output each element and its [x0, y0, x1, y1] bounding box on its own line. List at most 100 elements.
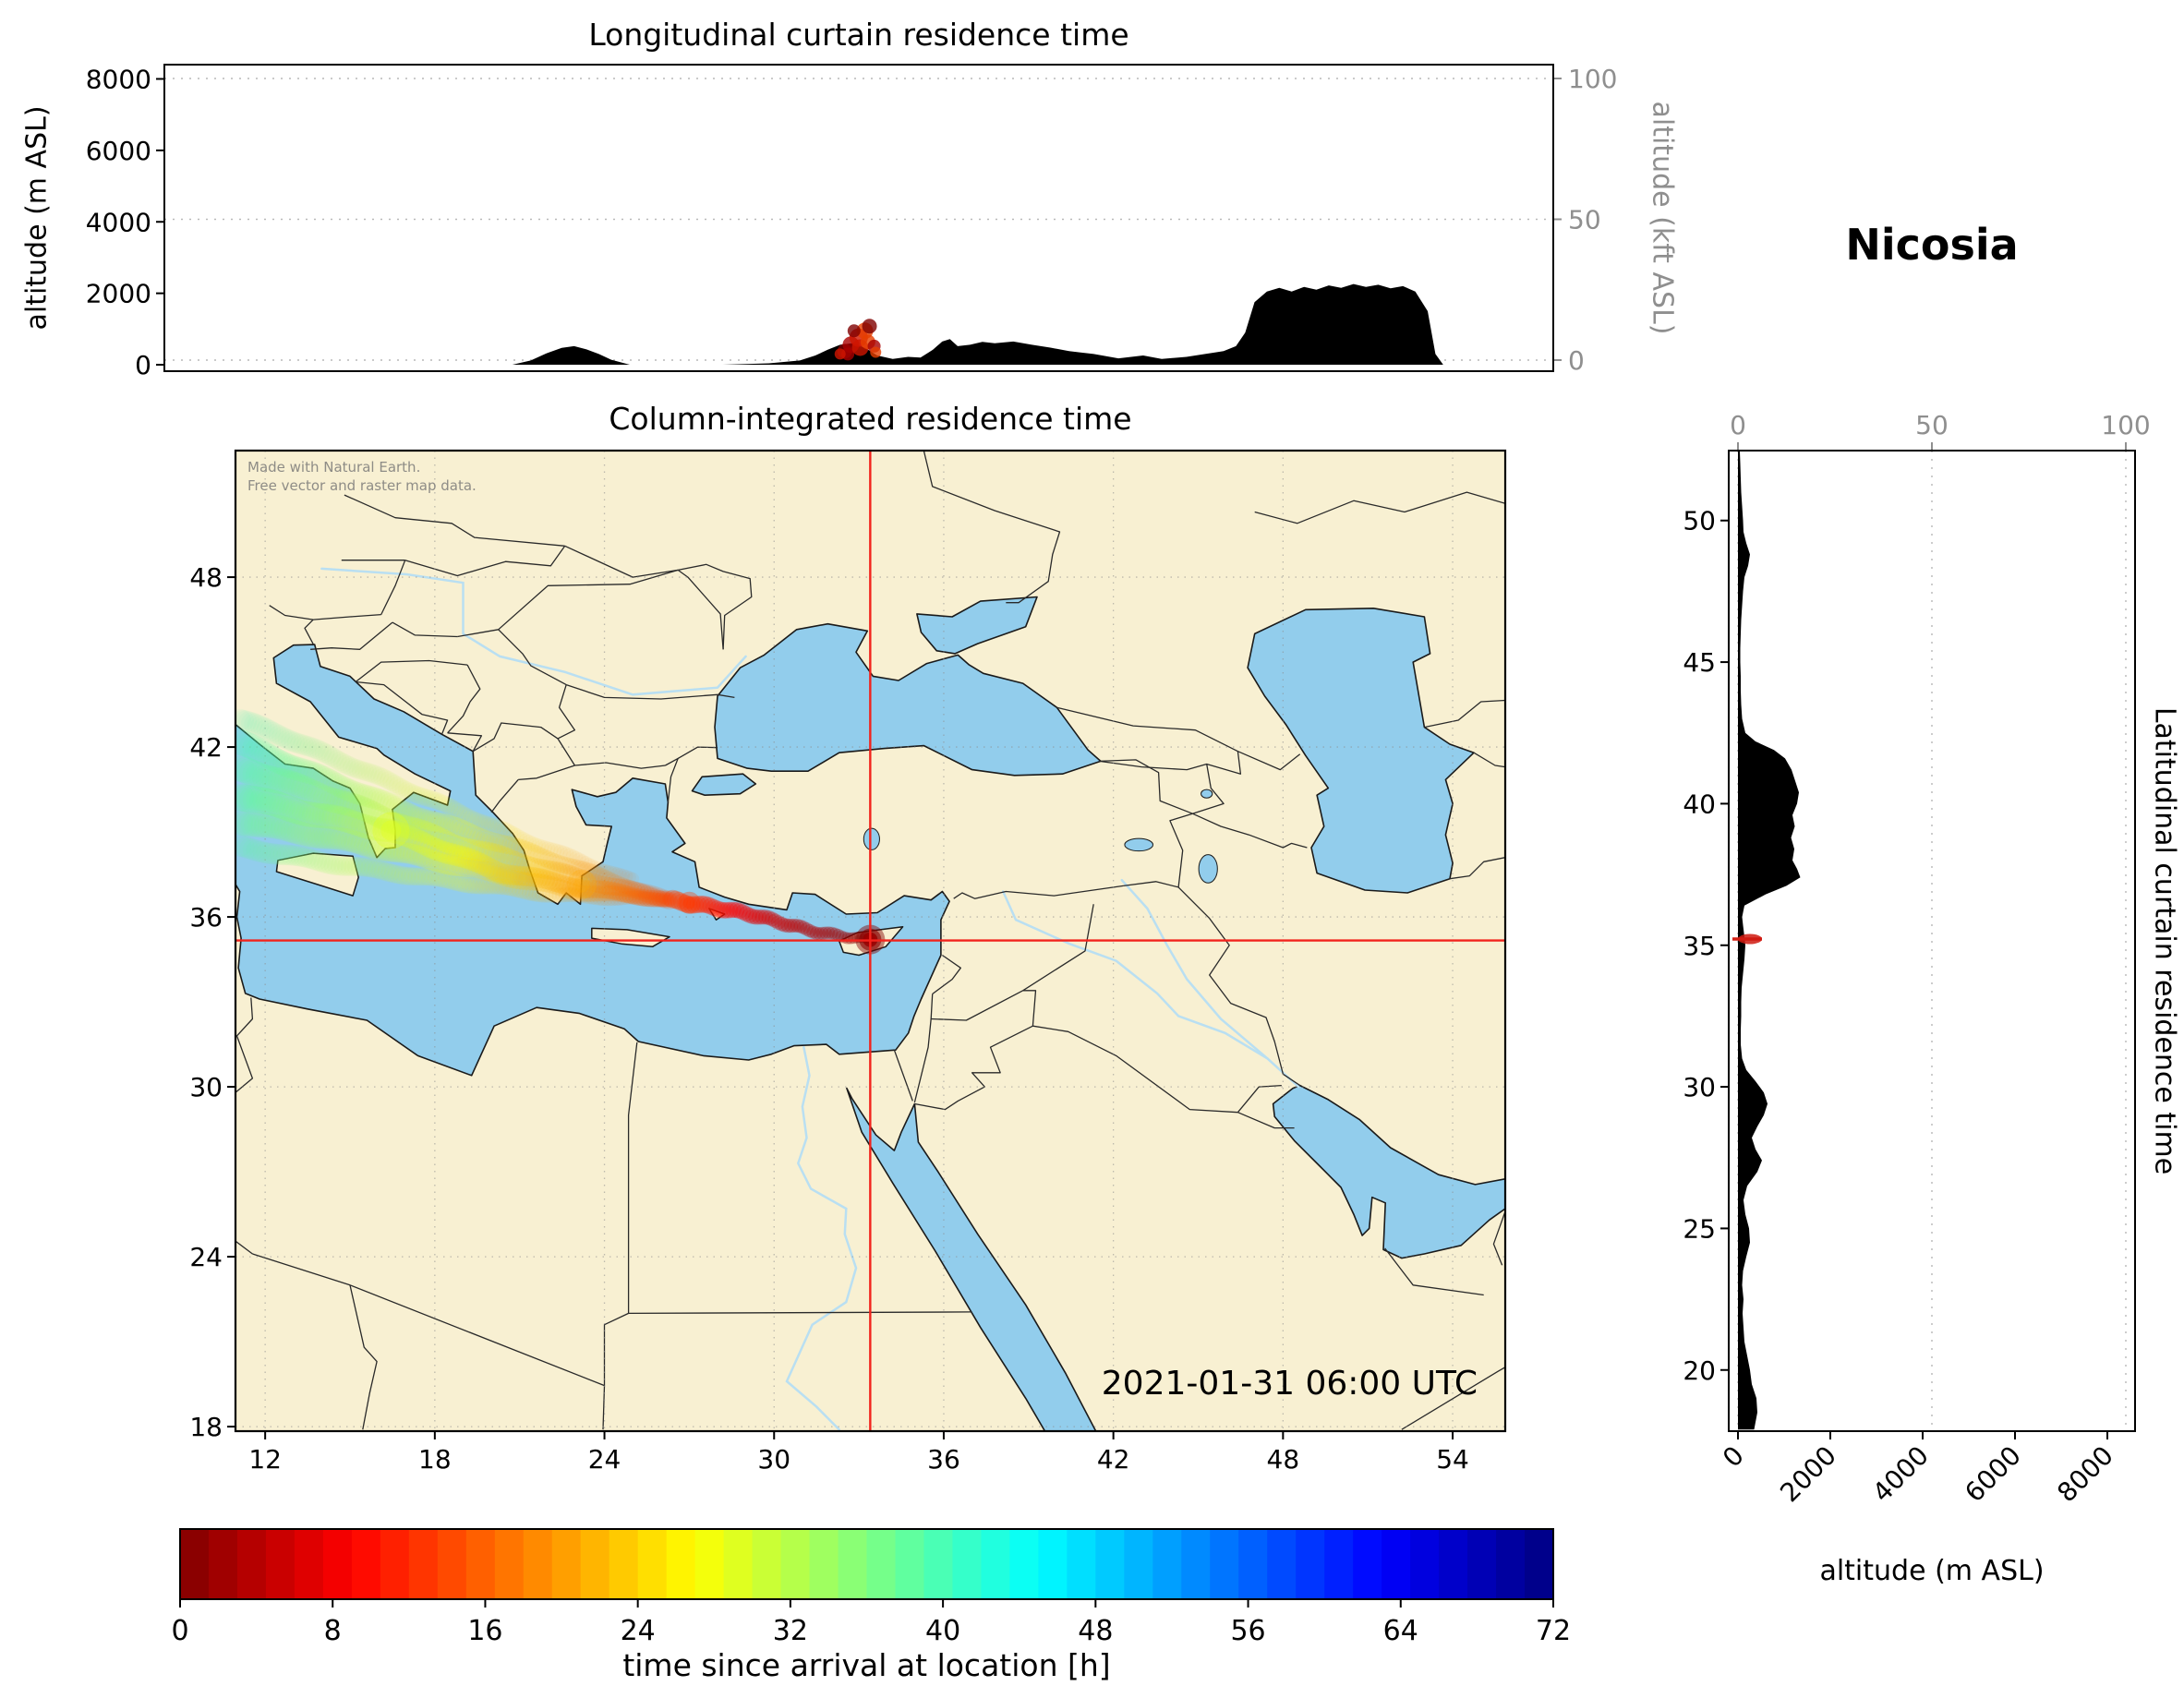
latitudinal-xlabel: altitude (m ASL)	[1819, 1555, 2045, 1587]
tick-label: 18	[418, 1444, 452, 1475]
tick-label: 64	[1383, 1615, 1418, 1647]
country-border	[472, 722, 559, 753]
tick-label: 0	[171, 1615, 188, 1647]
tick-label: 24	[621, 1615, 656, 1647]
sea-polygon	[916, 596, 1038, 655]
tick-label: 18	[189, 1412, 223, 1442]
country-border	[1401, 1367, 1505, 1430]
country-border	[923, 451, 1061, 604]
tick-label: 45	[1683, 647, 1716, 678]
sea-polygon	[235, 644, 950, 1077]
tick-label: 50	[1683, 506, 1716, 536]
tick-label: 24	[189, 1242, 223, 1272]
country-border	[1032, 1025, 1238, 1114]
country-border	[235, 997, 254, 1093]
country-border	[392, 621, 458, 638]
country-border	[1022, 904, 1094, 992]
country-border	[1384, 1247, 1484, 1296]
map-attribution-line2: Free vector and raster map data.	[247, 477, 477, 494]
tick-label: 24	[588, 1444, 621, 1475]
country-border	[628, 1311, 972, 1315]
country-border	[665, 757, 679, 802]
country-border	[677, 746, 718, 759]
country-border	[269, 605, 314, 620]
tick-label: 4000	[86, 207, 151, 237]
tick-label: 56	[1230, 1615, 1265, 1647]
country-border	[490, 778, 519, 813]
country-border	[1022, 990, 1037, 1027]
tick-label: 42	[189, 732, 223, 763]
tick-label: 30	[189, 1072, 223, 1102]
tick-label: 40	[925, 1615, 960, 1647]
latitudinal-panel-title: Latitudinal curtain residence time	[2148, 706, 2181, 1175]
country-border	[1192, 764, 1225, 814]
country-border	[380, 560, 406, 615]
country-border	[1449, 857, 1505, 880]
country-border	[564, 545, 679, 578]
country-border	[349, 1284, 378, 1430]
tick-label: 36	[189, 902, 223, 933]
country-border	[313, 613, 381, 620]
tick-label: 48	[1078, 1615, 1113, 1647]
country-border	[498, 569, 679, 631]
tick-label: 42	[1097, 1444, 1130, 1475]
tick-label: 50	[1915, 410, 1949, 440]
country-border	[1237, 1084, 1282, 1114]
longitudinal-ylabel-left: altitude (m ASL)	[20, 105, 54, 331]
station-title: Nicosia	[1845, 220, 2019, 270]
country-border	[913, 994, 934, 1103]
tick-label: 0	[135, 350, 151, 380]
colorbar: 0 8 16 24 32 40 48 56 64 72	[171, 1528, 1571, 1647]
longitudinal-plume-mark	[862, 319, 877, 334]
country-border	[677, 569, 724, 650]
colorbar-frame	[179, 1528, 1554, 1600]
tick-label: 30	[1683, 1072, 1716, 1102]
river	[1120, 878, 1269, 1060]
country-border	[518, 762, 666, 781]
tick-label: 48	[189, 562, 223, 593]
tick-label: 50	[1568, 205, 1601, 235]
latitudinal-terrain-profile	[1738, 451, 1801, 1430]
country-border	[1192, 813, 1308, 849]
latitudinal-plume-mark	[1738, 933, 1762, 945]
river	[785, 1045, 858, 1431]
map-frame	[234, 449, 1507, 1433]
country-border	[1492, 1210, 1505, 1266]
country-border	[1177, 886, 1301, 1087]
timestamp: 2021-01-31 06:00 UTC	[1101, 1365, 1478, 1403]
country-border	[310, 621, 393, 650]
tick-label: 4000	[1866, 1440, 1935, 1509]
tick-label: 25	[1683, 1213, 1716, 1244]
tick-label: 6000	[1959, 1440, 2027, 1509]
country-border	[1237, 1112, 1295, 1129]
country-border	[1473, 752, 1505, 768]
tick-label: 36	[927, 1444, 960, 1475]
country-border	[953, 885, 1124, 899]
tick-label: 8	[324, 1615, 342, 1647]
sea-polygon	[691, 773, 757, 796]
tick-label: 72	[1536, 1615, 1571, 1647]
country-border	[932, 954, 961, 995]
longitudinal-plume-mark	[834, 348, 846, 360]
country-border	[304, 619, 315, 646]
longitudinal-panel-title: Longitudinal curtain residence time	[588, 17, 1129, 53]
country-border	[1254, 491, 1505, 524]
tick-label: 48	[1267, 1444, 1300, 1475]
tick-label: 100	[1568, 64, 1617, 94]
country-border	[1099, 759, 1193, 814]
country-border	[931, 990, 1024, 1021]
tick-label: 40	[1683, 789, 1716, 819]
sea-polygon	[714, 622, 1102, 777]
country-border	[447, 664, 481, 734]
tick-label: 0	[1568, 345, 1585, 376]
country-border	[498, 629, 567, 686]
longitudinal-ylabel-right: altitude (kft ASL)	[1646, 101, 1679, 335]
tick-label: 0	[1717, 1440, 1750, 1474]
tick-label: 12	[248, 1444, 282, 1475]
country-border	[1169, 813, 1193, 887]
tick-label: 8000	[2051, 1440, 2119, 1509]
country-border	[627, 1042, 638, 1314]
country-border	[355, 659, 468, 683]
river	[1001, 890, 1300, 1089]
